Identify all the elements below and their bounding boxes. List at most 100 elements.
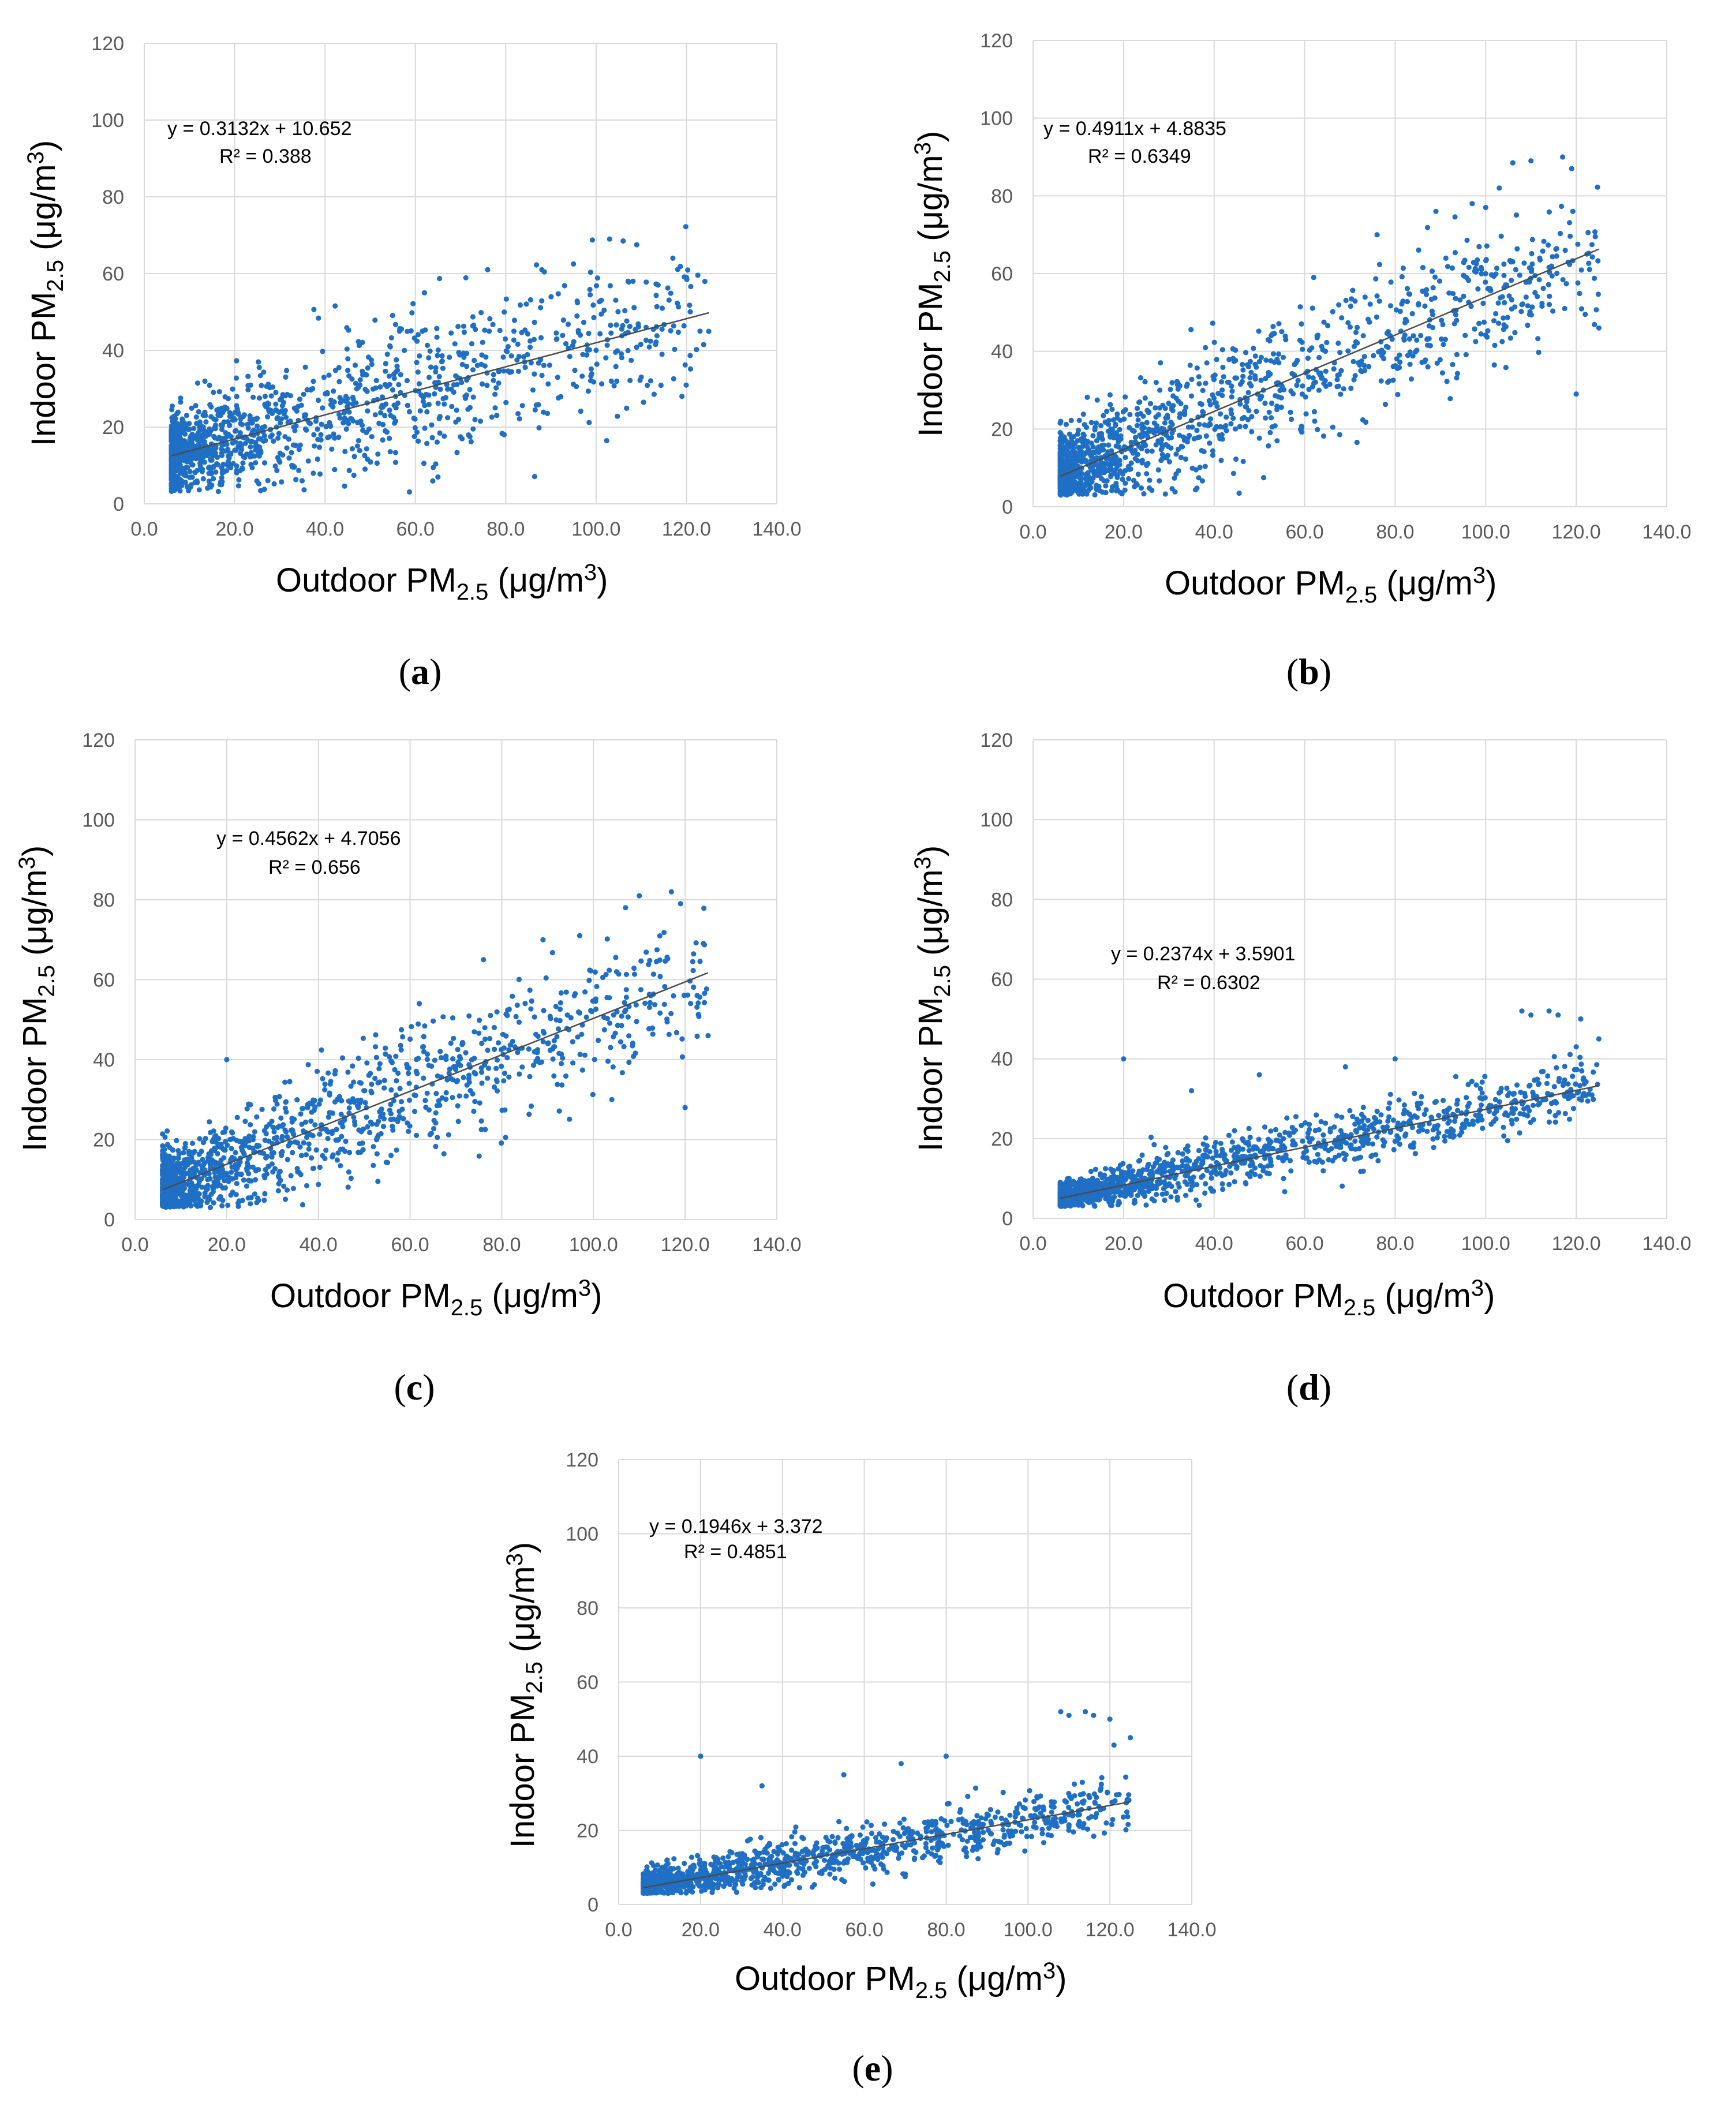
panel-d-data-point <box>1281 1176 1286 1181</box>
panel-b-data-point <box>1182 408 1188 414</box>
panel-b-data-point <box>1541 238 1547 244</box>
panel-b-data-point <box>1288 409 1293 416</box>
panel-a-data-point <box>503 348 509 354</box>
panel-b-data-point <box>1108 434 1113 440</box>
panel-c-data-point <box>211 1200 216 1206</box>
panel-a-data-point <box>271 438 276 444</box>
panel-a-data-point <box>383 368 388 374</box>
panel-b-data-point <box>1202 463 1208 469</box>
panel-b-y-axis-title: Indoor PM2.5 (μg/m3) <box>910 131 955 437</box>
panel-a-data-point <box>375 451 381 457</box>
panel-a-data-point <box>459 362 465 368</box>
panel-a-x-tick: 100.0 <box>571 518 620 540</box>
panel-a-data-point <box>317 444 323 450</box>
panel-c-y-tick: 0 <box>104 1209 115 1231</box>
panel-b-data-point <box>1440 321 1446 328</box>
panel-b-y-tick: 40 <box>991 341 1013 363</box>
panel-b-data-point <box>1338 391 1344 397</box>
panel-c-data-point <box>590 1091 596 1098</box>
panel-a-data-point <box>545 381 551 387</box>
panel-c-data-point <box>323 1147 329 1153</box>
panel-a-data-point <box>528 360 534 366</box>
panel-a-data-point <box>414 360 420 365</box>
panel-a-data-point <box>530 387 536 393</box>
panel-a-data-point <box>196 409 201 415</box>
panel-b-y-tick: 80 <box>991 185 1013 207</box>
panel-a-data-point <box>296 447 302 452</box>
panel-b-data-point <box>1128 460 1134 466</box>
panel-b-data-point <box>1097 465 1103 471</box>
panel-a-data-point <box>276 409 282 416</box>
panel-b-data-point <box>1203 433 1209 439</box>
panel-a-data-point <box>464 364 470 369</box>
panel-d-data-point <box>1577 1054 1583 1060</box>
panel-c-data-point <box>230 1176 235 1182</box>
panel-a-data-point <box>364 388 370 394</box>
panel-c-data-point <box>455 1046 461 1053</box>
panel-b-data-point <box>1158 447 1164 452</box>
panel-b-data-point <box>1105 467 1111 473</box>
panel-a-data-point <box>480 339 485 345</box>
panel-d-data-point <box>1514 1116 1520 1122</box>
panel-a-data-point <box>252 453 257 459</box>
panel-a-y-tick: 20 <box>102 417 124 439</box>
panel-b-data-point <box>1297 304 1303 310</box>
panel-b-data-point <box>1399 274 1405 280</box>
panel-c-data-point <box>164 1128 170 1134</box>
panel-a-data-point <box>503 336 508 342</box>
panel-a-data-point <box>706 328 712 334</box>
panel-c-data-point <box>179 1198 185 1204</box>
panel-b-data-point <box>1536 349 1542 356</box>
panel-c-data-point <box>549 950 555 956</box>
panel-c-data-point <box>469 1057 475 1063</box>
panel-a-data-point <box>291 424 297 430</box>
panel-c-data-point <box>224 1171 230 1177</box>
panel-b-data-point <box>1246 407 1252 414</box>
panel-a-data-point <box>442 401 447 407</box>
panel-a-data-point <box>489 414 495 420</box>
panel-b-data-point <box>1546 282 1551 287</box>
panel-c-data-point <box>534 1047 541 1053</box>
panel-b-data-point <box>1090 433 1096 439</box>
panel-a-data-point <box>665 285 671 291</box>
panel-c-data-point <box>407 1036 413 1042</box>
panel-c-data-point <box>608 1045 613 1050</box>
panel-c-data-point <box>679 1036 685 1042</box>
panel-b-data-point <box>1407 361 1413 367</box>
panel-b-data-point <box>1394 356 1400 362</box>
panel-a-data-point <box>594 275 600 281</box>
panel-c-data-point <box>329 1131 335 1136</box>
panel-a-data-point <box>570 343 576 349</box>
panel-c-data-point <box>502 1071 508 1076</box>
panel-c-data-point <box>339 1098 345 1103</box>
panel-a-data-point <box>434 439 440 445</box>
panel-c-data-point <box>317 1131 323 1137</box>
panel-b-data-point <box>1142 395 1148 401</box>
panel-b-data-point <box>1468 304 1474 309</box>
panel-c-data-point <box>485 1075 491 1081</box>
panel-c-data-point <box>252 1191 257 1197</box>
panel-d-data-point <box>1492 1097 1498 1102</box>
panel-a-data-point <box>411 433 417 440</box>
panel-c-data-point <box>326 1114 331 1120</box>
panel-b-data-point <box>1355 324 1360 331</box>
panel-c-data-point <box>638 958 644 964</box>
panel-b-data-point <box>1176 432 1183 438</box>
panel-c-data-point <box>244 1183 250 1189</box>
panel-b-data-point <box>1065 462 1071 468</box>
panel-b-data-point <box>1188 327 1194 332</box>
panel-a-x-tick: 40.0 <box>306 518 344 540</box>
panel-b-data-point <box>1105 449 1111 455</box>
panel-a-data-point <box>459 436 465 442</box>
panel-a-data-point <box>282 407 288 414</box>
panel-b-data-point <box>1380 350 1386 356</box>
panel-b-data-point <box>1550 254 1555 260</box>
panel-c-data-point <box>477 1017 482 1023</box>
panel-c-data-point <box>282 1196 289 1202</box>
panel-c-data-point <box>657 933 663 939</box>
panel-b-data-point <box>1194 365 1200 371</box>
panel-a-data-point <box>172 435 178 440</box>
panel-d-data-point <box>1562 1110 1568 1117</box>
panel-b-data-point <box>1120 471 1125 477</box>
panel-d-data-point <box>1229 1139 1235 1145</box>
